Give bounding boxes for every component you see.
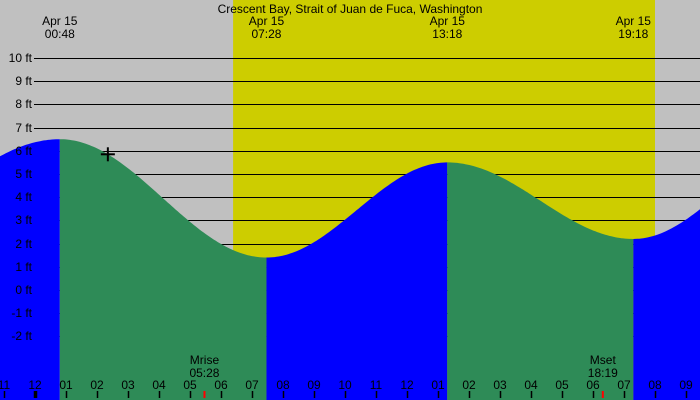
- moon-event-name: Mset: [590, 353, 617, 367]
- flood-tide-segment: [0, 139, 60, 400]
- flood-tide-segment: [266, 162, 448, 400]
- moon-event-time: 18:19: [588, 366, 618, 380]
- moon-event-time: 05:28: [189, 366, 219, 380]
- y-axis-label: -2 ft: [11, 329, 32, 343]
- hour-label: 11: [0, 378, 11, 392]
- moon-event-name: Mrise: [190, 353, 220, 367]
- y-axis-label: 5 ft: [15, 167, 32, 181]
- hour-label: 12: [28, 378, 42, 392]
- x-axis: 11 12 01 02 03 04 05 06 07 08 09 10 11 12 01 02 03 04 05 06…: [0, 378, 693, 398]
- y-axis-label: 10 ft: [9, 51, 33, 65]
- tide-event-time: 00:48: [45, 27, 75, 41]
- hour-label: 09: [679, 378, 693, 392]
- tide-event-date: Apr 15: [42, 14, 78, 28]
- y-axis-label: 9 ft: [15, 74, 32, 88]
- y-axis-label: 8 ft: [15, 97, 32, 111]
- current-time-marker: [100, 147, 115, 162]
- hour-label: 08: [648, 378, 662, 392]
- y-axis-label: 2 ft: [15, 237, 32, 251]
- y-axis-label: 0 ft: [15, 283, 32, 297]
- hour-label: 04: [524, 378, 538, 392]
- y-axis-label: -1 ft: [11, 306, 32, 320]
- y-axis-label: 3 ft: [15, 213, 32, 227]
- y-axis-label: 7 ft: [15, 121, 32, 135]
- hour-label: 02: [90, 378, 104, 392]
- hour-label: 01: [431, 378, 445, 392]
- hour-label: 01: [59, 378, 73, 392]
- hour-label: 06: [214, 378, 228, 392]
- tide-event-time: 07:28: [251, 27, 281, 41]
- hour-label: 11: [370, 378, 383, 392]
- y-axis-label: 1 ft: [15, 260, 32, 274]
- hour-label: 04: [152, 378, 166, 392]
- hour-label: 09: [307, 378, 321, 392]
- y-axis-label: 6 ft: [15, 144, 32, 158]
- hour-label: 05: [555, 378, 569, 392]
- hour-label: 12: [400, 378, 414, 392]
- ebb-tide-segment: [447, 162, 634, 400]
- flood-tide-segment: [633, 209, 700, 400]
- tide-event-date: Apr 15: [430, 14, 466, 28]
- hour-label: 06: [586, 378, 600, 392]
- hour-label: 07: [245, 378, 259, 392]
- hour-label: 08: [276, 378, 290, 392]
- tide-event-date: Apr 15: [249, 14, 285, 28]
- tide-curve: [0, 139, 700, 400]
- hour-label: 10: [338, 378, 352, 392]
- y-axis-label: 4 ft: [15, 190, 32, 204]
- tide-event-date: Apr 15: [616, 14, 652, 28]
- tide-event-time: 13:18: [432, 27, 462, 41]
- hour-label: 03: [121, 378, 135, 392]
- y-axis-labels: 10 ft 9 ft 8 ft 7 ft 6 ft 5 ft 4 ft 3 ft 2 ft 1 f…: [9, 51, 33, 343]
- tide-event-time: 19:18: [618, 27, 648, 41]
- hour-label: 05: [183, 378, 197, 392]
- chart-title: Crescent Bay, Strait of Juan de Fuca, Wa…: [218, 2, 483, 16]
- hour-label: 03: [493, 378, 507, 392]
- hour-label: 02: [462, 378, 476, 392]
- hour-label: 07: [617, 378, 631, 392]
- ebb-tide-segment: [59, 139, 267, 400]
